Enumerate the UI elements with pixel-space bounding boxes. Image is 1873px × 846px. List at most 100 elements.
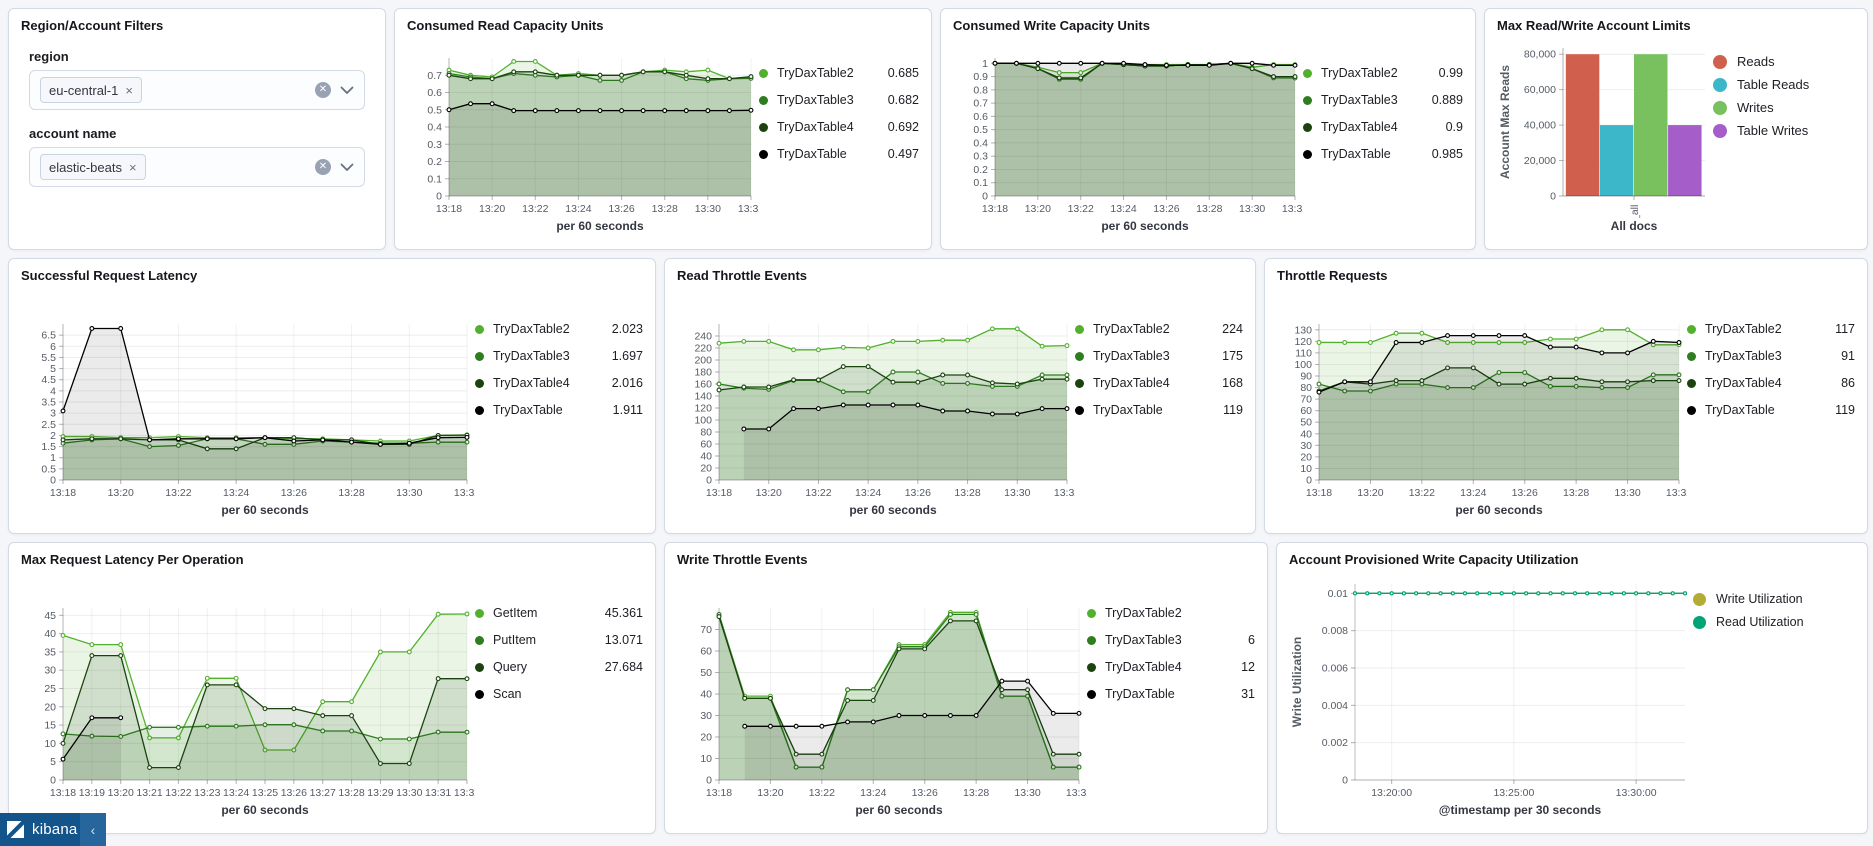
legend-item[interactable]: TryDaxTable 0.497 xyxy=(759,147,919,161)
legend-label: TryDaxTable2 xyxy=(1705,322,1782,336)
legend-item[interactable]: TryDaxTable3 6 xyxy=(1087,633,1255,647)
selected-option-pill[interactable]: eu-central-1 × xyxy=(40,77,142,103)
legend-value: 175 xyxy=(1222,349,1243,363)
legend-item[interactable]: TryDaxTable3 1.697 xyxy=(475,349,643,363)
legend-value: 0.692 xyxy=(887,120,919,134)
legend-item[interactable]: Writes xyxy=(1713,100,1855,115)
region-field-label: region xyxy=(29,49,69,64)
legend-item[interactable]: TryDaxTable3 91 xyxy=(1687,349,1855,363)
legend-item[interactable]: TryDaxTable4 168 xyxy=(1075,376,1243,390)
legend-item[interactable]: TryDaxTable 1.911 xyxy=(475,403,643,417)
legend-item[interactable]: Query 27.684 xyxy=(475,660,643,674)
legend-color-dot xyxy=(1687,324,1696,334)
read-throttle-events-chart-plot[interactable]: 0 20 40 60 80 100 120 140 160 180 200 220 240 13:18 13… xyxy=(677,288,1075,502)
kibana-logo[interactable]: kibana xyxy=(0,813,80,846)
svg-text:10: 10 xyxy=(700,753,712,765)
clear-selection-icon[interactable]: ✕ xyxy=(315,159,331,175)
legend-item[interactable]: TryDaxTable2 xyxy=(1087,606,1255,620)
legend-label: TryDaxTable3 xyxy=(1093,349,1170,363)
svg-text:13:18: 13:18 xyxy=(982,203,1008,215)
legend-item[interactable]: TryDaxTable3 0.682 xyxy=(759,93,919,107)
legend-item[interactable]: Reads xyxy=(1713,54,1855,69)
svg-text:13:20: 13:20 xyxy=(479,203,505,215)
svg-text:13:24: 13:24 xyxy=(223,787,249,799)
successful-request-latency-chart-plot[interactable]: 0 0.5 1 1.5 2 2.5 3 3.5 4 4.5 5 5.5 6 6.5 13:18 13:20 13… xyxy=(21,288,475,502)
svg-text:40: 40 xyxy=(44,628,56,640)
svg-text:13:24: 13:24 xyxy=(860,787,886,799)
legend-value: 45.361 xyxy=(604,606,643,620)
chevron-down-icon[interactable] xyxy=(340,86,354,95)
selected-option-pill[interactable]: elastic-beats × xyxy=(40,154,146,180)
legend-item[interactable]: GetItem 45.361 xyxy=(475,606,643,620)
legend-item[interactable]: Table Writes xyxy=(1713,123,1855,138)
svg-text:13:20: 13:20 xyxy=(1357,487,1383,499)
legend-color-dot xyxy=(1075,378,1084,388)
legend-item[interactable]: TryDaxTable3 175 xyxy=(1075,349,1243,363)
svg-text:0.004: 0.004 xyxy=(1322,700,1348,712)
legend-item[interactable]: Read Utilization xyxy=(1693,615,1855,629)
legend-item[interactable]: TryDaxTable 31 xyxy=(1087,687,1255,701)
chevron-down-icon[interactable] xyxy=(340,163,354,172)
legend-item[interactable]: Table Reads xyxy=(1713,77,1855,92)
throttle-requests-chart-plot[interactable]: 0 10 20 30 40 50 60 70 80 90 100 110 120 130 13:18 13:2… xyxy=(1277,288,1687,502)
svg-text:13:28: 13:28 xyxy=(1563,487,1589,499)
legend-item[interactable]: TryDaxTable3 0.889 xyxy=(1303,93,1463,107)
collapse-nav-button[interactable]: ‹ xyxy=(80,813,106,846)
remove-option-icon[interactable]: × xyxy=(128,159,137,175)
legend-item[interactable]: TryDaxTable2 0.99 xyxy=(1303,66,1463,80)
legend-item[interactable]: TryDaxTable2 117 xyxy=(1687,322,1855,336)
legend-item[interactable]: Scan xyxy=(475,687,643,701)
chart-legend: TryDaxTable2 TryDaxTable3 6 TryDaxTable4 12 T… xyxy=(1087,572,1255,822)
panel-title: Write Throttle Events xyxy=(677,552,808,567)
svg-text:13:25: 13:25 xyxy=(252,787,278,799)
x-axis-label: per 60 seconds xyxy=(855,803,943,817)
panel-region-account-filters: Region/Account Filters region eu-central… xyxy=(8,8,386,250)
consumed-write-chart-plot[interactable]: 0 0.1 0.2 0.3 0.4 0.5 0.6 0.7 0.8 0.9 1 13:18 13:20 1… xyxy=(953,38,1303,218)
panel-write-throttle-events: Write Throttle Events 0 10 20 30 40 50 60 70 13:… xyxy=(664,542,1268,834)
svg-text:13:22: 13:22 xyxy=(805,487,831,499)
x-axis-label: per 60 seconds xyxy=(221,803,309,817)
max-limits-chart-plot[interactable]: 0 20,000 40,000 60,000 80,000 _all Account Max… xyxy=(1497,38,1713,218)
legend-item[interactable]: PutItem 13.071 xyxy=(475,633,643,647)
legend-item[interactable]: TryDaxTable4 2.016 xyxy=(475,376,643,390)
legend-item[interactable]: TryDaxTable 119 xyxy=(1687,403,1855,417)
legend-label: TryDaxTable xyxy=(1105,687,1175,701)
consumed-read-chart-plot[interactable]: 0 0.1 0.2 0.3 0.4 0.5 0.6 0.7 13:18 13:20 13:22 13:… xyxy=(407,38,759,218)
legend-color-dot xyxy=(759,95,768,105)
write-throttle-events-chart-plot[interactable]: 0 10 20 30 40 50 60 70 13:18 13:20 13:22 13:24 13:26… xyxy=(677,572,1087,802)
legend-item[interactable]: TryDaxTable2 2.023 xyxy=(475,322,643,336)
svg-text:13:22: 13:22 xyxy=(165,487,191,499)
legend-label: TryDaxTable2 xyxy=(777,66,854,80)
legend-item[interactable]: TryDaxTable2 224 xyxy=(1075,322,1243,336)
svg-text:13:18: 13:18 xyxy=(50,787,76,799)
legend-item[interactable]: TryDaxTable4 0.692 xyxy=(759,120,919,134)
legend-item[interactable]: TryDaxTable 119 xyxy=(1075,403,1243,417)
legend-value: 2.016 xyxy=(611,376,643,390)
account-name-combobox[interactable]: elastic-beats × ✕ xyxy=(29,147,365,187)
svg-text:13:24: 13:24 xyxy=(223,487,249,499)
svg-text:13:26: 13:26 xyxy=(905,487,931,499)
remove-option-icon[interactable]: × xyxy=(125,82,133,98)
legend-item[interactable]: TryDaxTable 0.985 xyxy=(1303,147,1463,161)
legend-item[interactable]: Write Utilization xyxy=(1693,592,1855,606)
max-request-latency-chart-plot[interactable]: 0 5 10 15 20 25 30 35 40 45 13:18 13:19 13:20 13:21 13… xyxy=(21,572,475,802)
chart-legend: TryDaxTable2 224 TryDaxTable3 175 TryDaxTabl… xyxy=(1075,288,1243,522)
panel-consumed-read-capacity-units: Consumed Read Capacity Units 0 0.1 0.2 0.3 0… xyxy=(394,8,932,250)
write-capacity-utilization-chart-plot[interactable]: 0 0.002 0.004 0.006 0.008 0.01 13:20:00 13:25:0… xyxy=(1289,572,1693,802)
legend-item[interactable]: TryDaxTable4 86 xyxy=(1687,376,1855,390)
svg-text:13:19: 13:19 xyxy=(79,787,105,799)
region-combobox[interactable]: eu-central-1 × ✕ xyxy=(29,70,365,110)
panel-title: Successful Request Latency xyxy=(21,268,198,283)
svg-text:10: 10 xyxy=(1300,463,1312,475)
x-axis-label: per 60 seconds xyxy=(1101,219,1189,233)
svg-text:60: 60 xyxy=(1300,405,1312,417)
legend-label: TryDaxTable4 xyxy=(1705,376,1782,390)
svg-text:0.7: 0.7 xyxy=(973,98,988,110)
panel-consumed-write-capacity-units: Consumed Write Capacity Units 0 0.1 0.2 0.3… xyxy=(940,8,1476,250)
clear-selection-icon[interactable]: ✕ xyxy=(315,82,331,98)
legend-item[interactable]: TryDaxTable4 12 xyxy=(1087,660,1255,674)
legend-label: TryDaxTable4 xyxy=(1105,660,1182,674)
legend-item[interactable]: TryDaxTable2 0.685 xyxy=(759,66,919,80)
panel-title: Max Request Latency Per Operation xyxy=(21,552,244,567)
legend-item[interactable]: TryDaxTable4 0.9 xyxy=(1303,120,1463,134)
